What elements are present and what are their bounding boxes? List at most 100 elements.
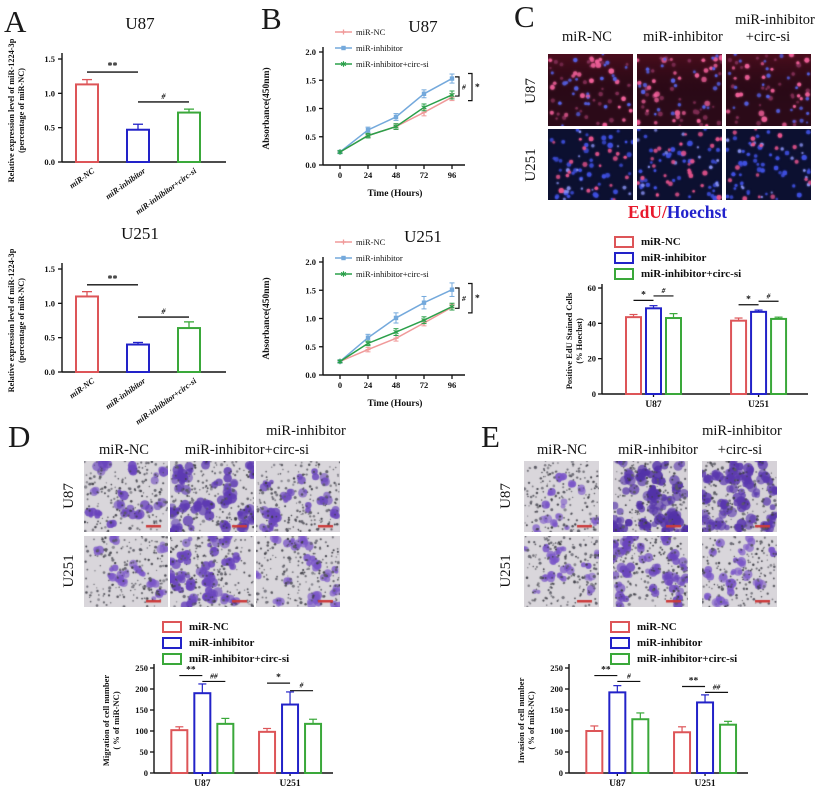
svg-text:(% Hoechst): (% Hoechst) bbox=[574, 318, 584, 364]
legend-label: miR-NC bbox=[189, 621, 229, 633]
svg-text:#: # bbox=[461, 294, 466, 303]
panel-c-letter: C bbox=[514, 0, 535, 34]
svg-text:250: 250 bbox=[550, 663, 563, 673]
svg-text:Time (Hours): Time (Hours) bbox=[368, 398, 423, 409]
svg-text:miR-NC: miR-NC bbox=[68, 166, 97, 190]
svg-text:48: 48 bbox=[392, 170, 401, 180]
svg-text:1.5: 1.5 bbox=[305, 75, 316, 85]
legend-swatch-green bbox=[162, 653, 182, 665]
legend-item-mir-inhibitor: miR-inhibitor bbox=[614, 252, 741, 264]
svg-text:1.5: 1.5 bbox=[44, 264, 55, 274]
panel-e-col-header-mir-inhibitor: miR-inhibitor bbox=[618, 442, 698, 458]
transwell-image-e-u87-circ-si bbox=[702, 461, 777, 532]
svg-text:##: ## bbox=[209, 671, 218, 680]
svg-text:U87: U87 bbox=[408, 17, 438, 36]
svg-text:0: 0 bbox=[592, 389, 596, 399]
legend-item-circ-si: miR-inhibitor+circ-si bbox=[610, 653, 737, 665]
panel-d-letter: D bbox=[8, 419, 31, 454]
svg-text:2.0: 2.0 bbox=[305, 47, 316, 57]
svg-text:**: ** bbox=[108, 61, 118, 72]
transwell-image-d-u87-circ-si bbox=[256, 461, 340, 532]
legend-label: miR-inhibitor bbox=[189, 637, 255, 649]
svg-text:0.0: 0.0 bbox=[44, 367, 55, 377]
panel-e-letter: E bbox=[481, 419, 500, 454]
panel-d-legend: miR-NC miR-inhibitor miR-inhibitor+circ-… bbox=[162, 621, 289, 665]
svg-text:150: 150 bbox=[550, 705, 563, 715]
svg-text:Migration of cell number: Migration of cell number bbox=[101, 675, 111, 767]
svg-text:miR-NC: miR-NC bbox=[68, 376, 97, 400]
svg-text:Absorbance(450nm): Absorbance(450nm) bbox=[261, 67, 272, 149]
svg-text:0.5: 0.5 bbox=[44, 123, 55, 133]
svg-text:U251: U251 bbox=[694, 779, 715, 789]
fluorescence-image-c-u87-mir-nc bbox=[548, 54, 633, 126]
svg-text:0: 0 bbox=[144, 768, 148, 778]
svg-text:miR-inhibitor+circ-si: miR-inhibitor+circ-si bbox=[356, 269, 429, 279]
svg-text:250: 250 bbox=[135, 663, 148, 673]
svg-text:U251: U251 bbox=[121, 224, 159, 243]
transwell-image-e-u87-mir-nc bbox=[524, 461, 599, 532]
svg-text:U87: U87 bbox=[194, 779, 211, 789]
svg-text:0.5: 0.5 bbox=[44, 333, 55, 343]
svg-text:U251: U251 bbox=[404, 227, 442, 246]
svg-text:miR-inhibitor: miR-inhibitor bbox=[104, 376, 148, 411]
svg-text:200: 200 bbox=[550, 684, 563, 694]
legend-label: miR-inhibitor bbox=[641, 252, 707, 264]
transwell-image-e-u251-mir-inhibitor bbox=[613, 536, 688, 607]
grouped-bar-chart-e-invasion: 0 50 100 150 200 250 Invasion of cell number( … bbox=[516, 663, 748, 789]
svg-text:( % of miR-NC): ( % of miR-NC) bbox=[111, 691, 121, 749]
svg-text:**: ** bbox=[186, 666, 196, 676]
svg-text:Relative expression level of m: Relative expression level of miR-1224-3p bbox=[7, 38, 16, 182]
panel-b-letter: B bbox=[261, 1, 282, 36]
legend-item-circ-si: miR-inhibitor+circ-si bbox=[614, 268, 741, 280]
panel-c-legend: miR-NC miR-inhibitor miR-inhibitor+circ-… bbox=[614, 236, 741, 280]
svg-text:(percentage of miR-NC): (percentage of miR-NC) bbox=[17, 278, 26, 363]
svg-text:24: 24 bbox=[364, 380, 373, 390]
svg-text:0: 0 bbox=[559, 768, 563, 778]
legend-label: miR-inhibitor+circ-si bbox=[637, 653, 738, 665]
svg-text:U87: U87 bbox=[609, 779, 626, 789]
grouped-bar-chart-d-migration: 0 50 100 150 200 250 Migration of cell number(… bbox=[101, 663, 333, 789]
panel-c-col-header-circ-si: +circ-si bbox=[745, 29, 791, 45]
legend-item-mir-inhibitor: miR-inhibitor bbox=[162, 637, 289, 649]
svg-text:100: 100 bbox=[550, 726, 563, 736]
panel-d-row-label-u87: U87 bbox=[61, 483, 77, 509]
panel-e-col-header-circ-si: +circ-si bbox=[717, 442, 763, 458]
svg-text:96: 96 bbox=[448, 380, 457, 390]
svg-text:*: * bbox=[475, 83, 480, 93]
svg-text:#: # bbox=[299, 681, 304, 690]
svg-text:1.0: 1.0 bbox=[305, 314, 316, 324]
legend-label: miR-inhibitor+circ-si bbox=[189, 653, 290, 665]
svg-text:*: * bbox=[276, 673, 281, 683]
svg-text:*: * bbox=[475, 294, 480, 304]
svg-text:0.0: 0.0 bbox=[305, 370, 316, 380]
svg-text:Relative expression level of m: Relative expression level of miR-1224-3p bbox=[7, 248, 16, 392]
legend-label: miR-NC bbox=[637, 621, 677, 633]
svg-text:Positive EdU Stained Cells: Positive EdU Stained Cells bbox=[564, 292, 574, 389]
legend-label: miR-inhibitor+circ-si bbox=[641, 268, 742, 280]
transwell-image-d-u251-circ-si bbox=[256, 536, 340, 607]
svg-text:2.0: 2.0 bbox=[305, 257, 316, 267]
legend-swatch-red bbox=[162, 621, 182, 633]
panel-e-col-header-mir-nc: miR-NC bbox=[537, 442, 587, 458]
svg-text:#: # bbox=[161, 92, 167, 101]
svg-text:0.5: 0.5 bbox=[305, 132, 316, 142]
panel-e-row-label-u251: U251 bbox=[498, 554, 514, 588]
transwell-image-e-u251-mir-nc bbox=[524, 536, 599, 607]
svg-text:100: 100 bbox=[135, 726, 148, 736]
svg-text:**: ** bbox=[601, 666, 611, 676]
legend-item-mir-inhibitor: miR-inhibitor bbox=[610, 637, 737, 649]
svg-text:48: 48 bbox=[392, 380, 401, 390]
svg-text:50: 50 bbox=[555, 747, 564, 757]
legend-item-circ-si: miR-inhibitor+circ-si bbox=[162, 653, 289, 665]
grouped-bar-chart-c-edu: 0 20 40 60 Positive EdU Stained Cells (% Hoec… bbox=[564, 283, 808, 410]
svg-text:24: 24 bbox=[364, 170, 373, 180]
svg-text:*: * bbox=[746, 295, 751, 305]
transwell-image-e-u87-mir-inhibitor bbox=[613, 461, 688, 532]
svg-text:#: # bbox=[661, 286, 666, 295]
svg-text:( % of miR-NC): ( % of miR-NC) bbox=[526, 691, 536, 749]
transwell-image-e-u251-circ-si bbox=[702, 536, 777, 607]
svg-text:1.0: 1.0 bbox=[305, 104, 316, 114]
svg-text:0.0: 0.0 bbox=[305, 160, 316, 170]
panel-c-row-label-u87: U87 bbox=[523, 78, 539, 104]
svg-text:U87: U87 bbox=[125, 14, 155, 33]
